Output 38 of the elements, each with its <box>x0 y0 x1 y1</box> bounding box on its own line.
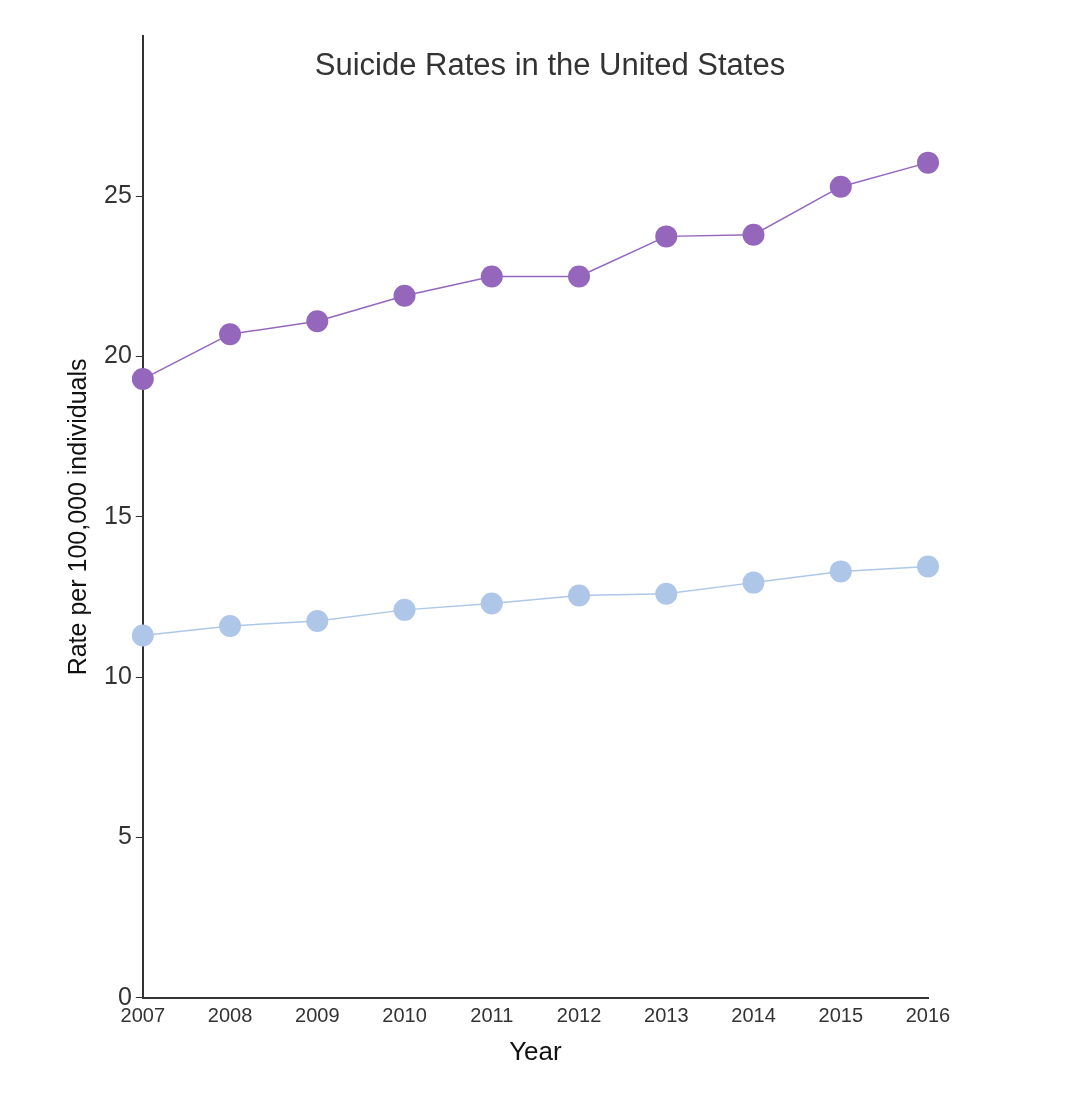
point <box>568 265 591 288</box>
point <box>829 560 852 583</box>
chart-title: Suicide Rates in the United States <box>314 46 786 82</box>
y-tick-label: 15 <box>104 500 132 529</box>
y-axis-title: Rate per 100,000 individuals <box>62 358 91 676</box>
x-tick-label: 2015 <box>818 1004 864 1027</box>
point <box>306 310 329 333</box>
point <box>131 368 154 391</box>
x-tick-label: 2009 <box>295 1004 340 1027</box>
point <box>568 584 591 607</box>
y-tick-label: 25 <box>104 180 132 209</box>
point <box>219 323 242 346</box>
x-tick-label: 2011 <box>470 1004 514 1027</box>
point <box>917 151 939 174</box>
point <box>655 225 678 248</box>
point <box>306 610 329 633</box>
point <box>742 571 765 594</box>
x-axis-title: Year <box>509 1035 563 1066</box>
point <box>480 265 503 288</box>
point <box>131 624 154 647</box>
point <box>393 284 416 307</box>
x-tick-label: 2012 <box>556 1004 602 1027</box>
point <box>917 555 939 578</box>
x-tick-label: 2014 <box>731 1004 776 1027</box>
point <box>742 223 765 246</box>
x-tick-label: 2016 <box>905 1004 951 1027</box>
point <box>393 598 416 621</box>
x-tick-label: 2008 <box>207 1004 253 1027</box>
point <box>219 614 242 637</box>
point <box>480 592 503 615</box>
point <box>829 175 852 198</box>
y-tick-label: 5 <box>117 821 132 850</box>
x-tick-label: 2007 <box>120 1004 166 1027</box>
point <box>655 582 678 605</box>
y-tick-label: 20 <box>104 340 132 369</box>
y-tick-label: 10 <box>104 661 132 690</box>
x-tick-label: 2010 <box>382 1004 427 1027</box>
x-tick-label: 2013 <box>644 1004 689 1027</box>
